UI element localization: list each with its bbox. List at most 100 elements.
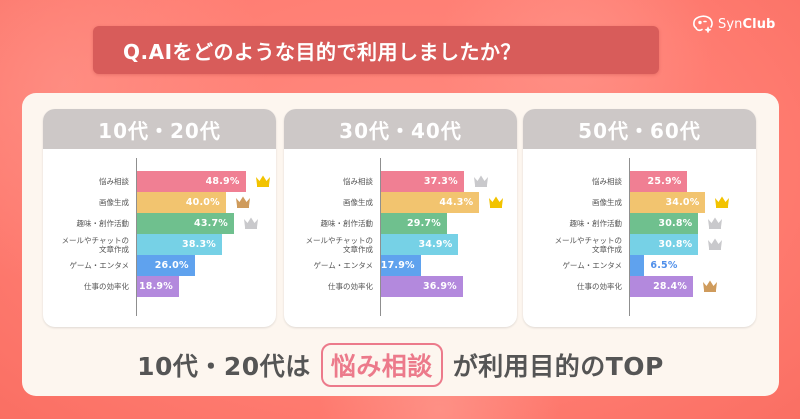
bar-category-label-line: 趣味・創作活動 xyxy=(569,219,623,228)
bar-row: 画像生成 34.0% xyxy=(523,192,756,213)
bar-category-label-line: ゲーム・エンタメ xyxy=(69,261,129,270)
bar-category-label: 悩み相談 xyxy=(343,171,373,192)
bar: 30.8% xyxy=(630,213,699,234)
bar-row: 仕事の効率化 28.4% xyxy=(523,276,756,297)
bar-value-label: 6.5% xyxy=(650,260,678,271)
bar-category-label-line: 悩み相談 xyxy=(592,177,622,186)
bar-row: 趣味・創作活動 29.7% xyxy=(284,213,517,234)
bar: 6.5% xyxy=(630,255,677,276)
bar-category-label-line: 文章作成 xyxy=(592,244,622,254)
synclub-logo-icon xyxy=(692,14,714,34)
gold-crown-icon xyxy=(488,195,504,208)
bar-category-label: ゲーム・エンタメ xyxy=(562,255,622,276)
bar: 34.0% xyxy=(630,192,706,213)
bar-row: メールやチャットの 文章作成 34.9% xyxy=(284,234,517,255)
bar-category-label-line: 趣味・創作活動 xyxy=(320,219,374,228)
bar: 25.9% xyxy=(630,171,688,192)
question-title: Q.AIをどのような目的で利用しましたか？ xyxy=(123,39,522,64)
bar-category-label: 仕事の効率化 xyxy=(328,276,373,297)
bar-row: ゲーム・エンタメ 26.0% xyxy=(43,255,276,276)
caption-highlight-pill: 悩み相談 xyxy=(320,343,443,387)
bar: 48.9% xyxy=(137,171,246,192)
bar-value-label: 30.8% xyxy=(658,239,693,250)
bar-row: ゲーム・エンタメ 6.5% xyxy=(523,255,756,276)
bar: 18.9% xyxy=(137,276,179,297)
caption-highlight: 悩み相談 xyxy=(330,352,433,381)
bar-value-label: 29.7% xyxy=(406,218,441,229)
bar-value-label: 36.9% xyxy=(422,281,457,292)
bar-value-label: 18.9% xyxy=(138,281,173,292)
bar-category-label-line: 文章作成 xyxy=(99,244,129,254)
bar-category-label-line: 画像生成 xyxy=(99,198,129,207)
bar-category-label: 画像生成 xyxy=(592,192,622,213)
bar-value-label: 28.4% xyxy=(653,281,688,292)
y-axis-line xyxy=(628,158,630,316)
bar-category-label: 悩み相談 xyxy=(99,171,129,192)
bar: 44.3% xyxy=(381,192,480,213)
bar-row: 悩み相談 48.9% xyxy=(43,171,276,192)
bar: 30.8% xyxy=(630,234,699,255)
caption-before: 10代・20代は xyxy=(137,352,311,381)
bar-value-label: 30.8% xyxy=(658,218,693,229)
bar-category-label: 趣味・創作活動 xyxy=(321,213,374,234)
silver-crown-icon xyxy=(473,174,489,187)
bar-category-label-line: 仕事の効率化 xyxy=(84,282,129,291)
bar-category-label: メールやチャットの 文章作成 xyxy=(62,234,129,255)
bar-category-label-line: 文章作成 xyxy=(343,244,373,254)
panel-chart-body: 悩み相談 37.3% 画像生成 44.3% 趣味・創作活動 29.7% メールやチャットの文… xyxy=(284,149,517,327)
bar: 43.7% xyxy=(137,213,234,234)
bar-category-label-line: ゲーム・エンタメ xyxy=(562,261,622,270)
bar-value-label: 43.7% xyxy=(194,218,228,229)
silver-crown-icon xyxy=(707,237,723,250)
bar-value-label: 34.9% xyxy=(418,239,453,250)
bar-category-label-line: ゲーム・エンタメ xyxy=(313,261,373,270)
summary-caption: 10代・20代は 悩み相談 が利用目的のTOP xyxy=(22,340,779,390)
bar-category-label: 画像生成 xyxy=(99,192,129,213)
bar-row: 画像生成 44.3% xyxy=(284,192,517,213)
bar-category-label: メールやチャットの 文章作成 xyxy=(306,234,373,255)
bar-category-label: 画像生成 xyxy=(343,192,373,213)
chart-panel: 30代・40代悩み相談 37.3% 画像生成 44.3% 趣味・創作活動 29.7% メール… xyxy=(284,109,517,327)
panel-header: 10代・20代 xyxy=(43,109,276,149)
chart-panel: 10代・20代悩み相談 48.9% 画像生成 40.0% 趣味・創作活動 43.7% メール… xyxy=(43,109,276,327)
bronze-crown-icon xyxy=(702,279,718,292)
bar-category-label-line: 画像生成 xyxy=(343,198,373,207)
bar-row: 画像生成 40.0% xyxy=(43,192,276,213)
bar-value-label: 17.9% xyxy=(380,260,415,271)
bar-row: ゲーム・エンタメ 17.9% xyxy=(284,255,517,276)
gold-crown-icon xyxy=(714,195,730,208)
bar-category-label-line: 仕事の効率化 xyxy=(577,282,622,291)
panel-chart-body: 悩み相談 25.9% 画像生成 34.0% 趣味・創作活動 30.8% メールやチャットの文… xyxy=(523,149,756,327)
bar-row: 仕事の効率化 36.9% xyxy=(284,276,517,297)
bar-value-label: 40.0% xyxy=(185,197,220,208)
y-axis-line xyxy=(135,158,137,316)
bar-value-label: 37.3% xyxy=(423,176,458,187)
bar-row: 趣味・創作活動 43.7% xyxy=(43,213,276,234)
bar-value-label: 25.9% xyxy=(647,176,682,187)
bar-category-label: 悩み相談 xyxy=(592,171,622,192)
y-axis-line xyxy=(379,158,381,316)
panel-title: 30代・40代 xyxy=(339,118,462,143)
bar-category-label-line: 趣味・創作活動 xyxy=(76,219,130,228)
bar-category-label: 趣味・創作活動 xyxy=(77,213,130,234)
bar-category-label: ゲーム・エンタメ xyxy=(313,255,373,276)
bar-category-label: 趣味・創作活動 xyxy=(570,213,623,234)
bar-value-label: 26.0% xyxy=(154,260,189,271)
bar: 36.9% xyxy=(381,276,463,297)
bar-category-label: 仕事の効率化 xyxy=(84,276,129,297)
bar-row: 趣味・創作活動 30.8% xyxy=(523,213,756,234)
bar: 17.9% xyxy=(381,255,421,276)
bar: 38.3% xyxy=(137,234,223,255)
panel-header: 30代・40代 xyxy=(284,109,517,149)
silver-crown-icon xyxy=(707,216,723,229)
bar-category-label: 仕事の効率化 xyxy=(577,276,622,297)
bar-category-label-line: メールやチャットの xyxy=(554,235,622,245)
bar: 29.7% xyxy=(381,213,447,234)
chart-panel: 50代・60代悩み相談 25.9% 画像生成 34.0% 趣味・創作活動 30.8% メール… xyxy=(523,109,756,327)
panel-title: 10代・20代 xyxy=(98,118,221,143)
synclub-logo: SynClub xyxy=(692,11,775,37)
panel-title: 50代・60代 xyxy=(578,118,701,143)
bar: 37.3% xyxy=(381,171,464,192)
gold-crown-icon xyxy=(255,174,271,187)
bar-row: 悩み相談 25.9% xyxy=(523,171,756,192)
